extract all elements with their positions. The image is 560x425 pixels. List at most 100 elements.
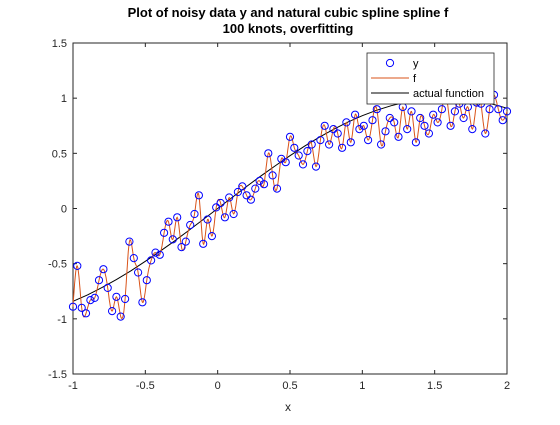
x-tick-label: -1 [68,380,78,392]
data-point [390,118,399,127]
data-point [316,136,325,145]
data-point [268,171,277,180]
x-tick-label: 0 [215,380,221,392]
data-point [359,121,368,130]
chart-subtitle: 100 knots, overfitting [223,21,354,36]
y-tick-label: -1.5 [48,369,67,381]
data-point [246,195,255,204]
x-tick-label: 0.5 [282,380,297,392]
data-point [329,125,338,134]
data-point [68,302,78,311]
data-point [229,209,238,219]
y-tick-label: 1 [61,93,67,105]
data-point [272,184,282,193]
data-point [103,283,112,292]
data-point [186,220,195,230]
data-point [372,105,381,114]
data-point [90,293,99,302]
data-point [238,182,247,191]
y-tick-label: 0.5 [52,148,67,160]
data-point [164,217,173,226]
tick-labels: -1 -0.5 0 0.5 1 1.5 2-1.5-1-0.500.511.5 [48,38,510,392]
data-point [216,198,225,208]
data-point [351,110,360,119]
y-tick-label: -0.5 [48,259,67,271]
y-tick-label: 0 [61,204,67,216]
data-point [403,125,412,134]
data-point [411,138,420,147]
data-point [290,143,299,152]
data-point [298,160,308,169]
data-point [450,107,459,116]
data-point [437,105,446,114]
data-point [307,140,316,149]
data-point [498,116,507,125]
data-point [346,138,355,147]
data-point [320,121,329,130]
data-point [138,298,147,307]
data-point [385,113,394,123]
data-point [494,105,503,114]
data-point [420,121,429,130]
data-point [459,113,468,123]
data-point [446,121,455,130]
data-point [155,250,164,259]
data-point [407,107,416,116]
data-point [81,309,91,318]
data-point [342,118,351,127]
data-point [99,265,108,274]
data-point [333,129,342,138]
data-point [121,294,130,304]
data-point [190,209,199,219]
data-point [325,140,334,149]
data-point [94,276,104,285]
data-point [429,110,438,119]
data-point [233,187,242,197]
data-point [199,239,208,248]
data-point [264,149,273,158]
legend-label-1: f [413,73,417,85]
x-tick-label: 2 [504,380,510,392]
data-point [481,129,490,138]
data-point [416,113,425,123]
data-point [168,235,177,244]
data-point [259,180,269,189]
data-point [368,116,377,125]
data-point [142,276,151,285]
data-point [424,129,433,138]
data-point [207,232,216,241]
data-point [364,136,373,145]
data-point [303,147,312,156]
data-point [311,162,321,171]
data-point [281,158,290,167]
data-point [173,213,182,222]
data-point [394,132,403,141]
data-point [151,248,160,257]
data-point [160,228,169,237]
data-point [212,203,221,212]
legend-marker-0 [385,58,395,68]
data-point [181,237,190,246]
data-point [294,151,303,160]
data-point [485,105,494,114]
data-point [77,303,86,312]
spline-f-line [72,94,508,320]
y-tick-label: -1 [57,314,67,326]
data-point [147,256,156,265]
data-point [194,191,203,200]
data-point [338,143,347,152]
data-point [116,312,125,321]
data-point [203,215,212,224]
data-point [129,254,138,263]
data-point [177,243,186,252]
tick-marks [72,42,508,375]
data-point [502,107,512,116]
legend: yf actual function [366,52,495,105]
y-tick-label: 1.5 [52,38,67,50]
data-point [242,191,251,200]
x-tick-label: 1 [359,380,365,392]
x-tick-label: -0.5 [136,380,155,392]
x-tick-label: 1.5 [427,380,442,392]
data-point [125,237,134,246]
